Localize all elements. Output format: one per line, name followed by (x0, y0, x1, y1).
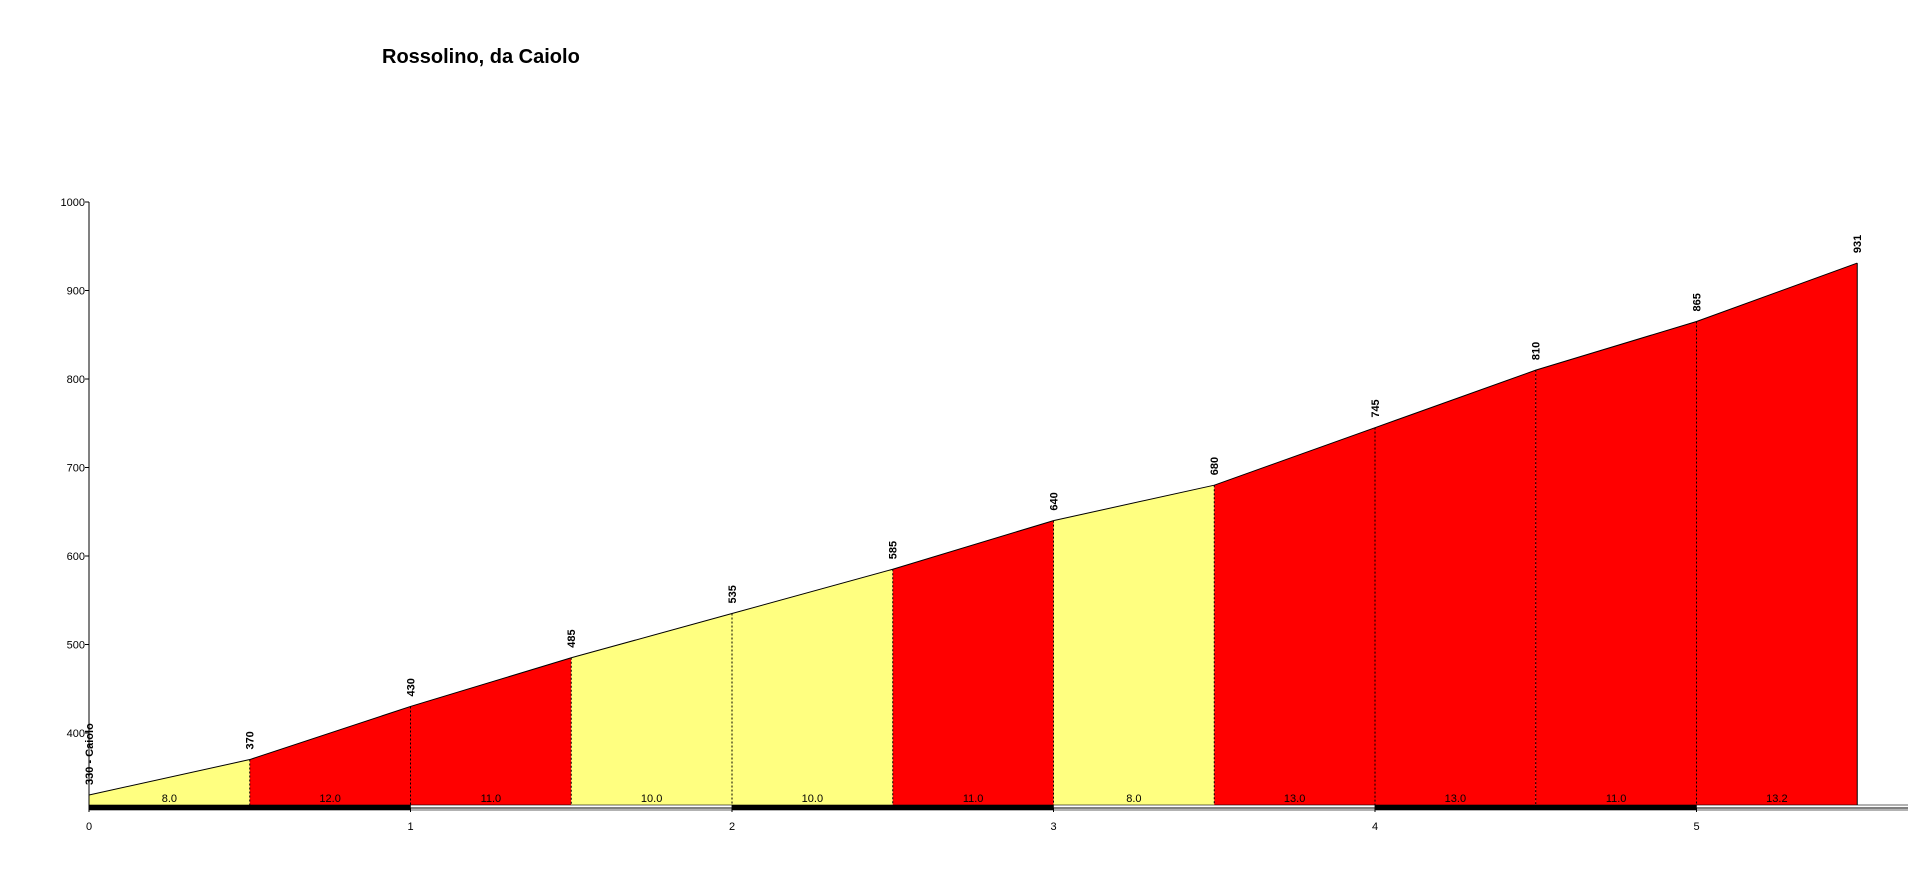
elevation-label: 330 - Caiolo (84, 723, 96, 785)
elevation-label: 931 (1852, 235, 1864, 253)
profile-segment-6 (892, 520, 1054, 808)
gradient-label: 11.0 (1606, 793, 1627, 805)
profile-segment-2 (249, 706, 411, 808)
x-tick-label: 3 (1050, 821, 1056, 833)
profile-segment-11 (1696, 263, 1858, 808)
elevation-label: 745 (1370, 399, 1382, 417)
x-tick-label: 0 (86, 821, 92, 833)
elevation-label: 370 (245, 731, 257, 749)
gradient-label: 11.0 (963, 793, 984, 805)
gradient-label: 10.0 (641, 793, 662, 805)
profile-line (88, 262, 1858, 796)
y-tick-label: 600 (67, 551, 85, 563)
elevation-label: 810 (1531, 342, 1543, 360)
profile-segment-1 (89, 759, 250, 808)
elevation-label: 430 (406, 678, 418, 696)
profile-segment-5 (732, 569, 893, 808)
axes (88, 202, 1908, 809)
y-tick-label: 900 (67, 286, 85, 298)
segment-dividers (249, 263, 1858, 808)
elevation-label: 485 (566, 629, 578, 647)
y-tick-label: 700 (67, 463, 85, 475)
y-tick-label: 400 (67, 728, 85, 740)
profile-segment-9 (1375, 370, 1536, 808)
chart-title: Rossolino, da Caiolo (382, 46, 580, 68)
y-axis-ticks: 400 500 600 700 800 900 1000 (61, 197, 89, 740)
x-axis-ticks: 0 1 2 3 4 5 (86, 808, 1700, 833)
profile-segment-4 (571, 613, 732, 808)
profile-segment-8 (1214, 427, 1375, 808)
gradient-label: 8.0 (162, 793, 177, 805)
gradient-label: 12.0 (319, 793, 340, 805)
x-tick-label: 5 (1693, 821, 1699, 833)
elevation-label: 680 (1209, 457, 1221, 475)
y-tick-label: 1000 (61, 197, 85, 209)
x-tick-label: 4 (1372, 821, 1378, 833)
y-tick-label: 800 (67, 374, 85, 386)
gradient-label: 11.0 (481, 793, 502, 805)
gradient-labels: 8.0 12.0 11.0 10.0 10.0 11.0 8.0 13.0 13.0 11.0 13… (162, 793, 1788, 805)
gradient-label: 8.0 (1126, 793, 1141, 805)
elevation-label: 640 (1049, 492, 1061, 510)
y-tick-label: 500 (67, 640, 85, 652)
gradient-label: 13.0 (1445, 793, 1466, 805)
profile-segment-3 (410, 657, 572, 808)
x-tick-label: 2 (729, 821, 735, 833)
elevation-label: 535 (727, 585, 739, 603)
profile-segments (89, 263, 1858, 808)
gradient-label: 10.0 (802, 793, 823, 805)
elevation-labels: 330 - Caiolo 370 430 485 535 585 640 680 745 810 8… (84, 235, 1864, 785)
elevation-label: 865 (1692, 293, 1704, 311)
gradient-label: 13.2 (1766, 793, 1787, 805)
profile-segment-7 (1053, 485, 1215, 808)
x-tick-label: 1 (407, 821, 413, 833)
gradient-label: 13.0 (1284, 793, 1305, 805)
elevation-label: 585 (888, 541, 900, 559)
profile-segment-10 (1535, 321, 1697, 808)
